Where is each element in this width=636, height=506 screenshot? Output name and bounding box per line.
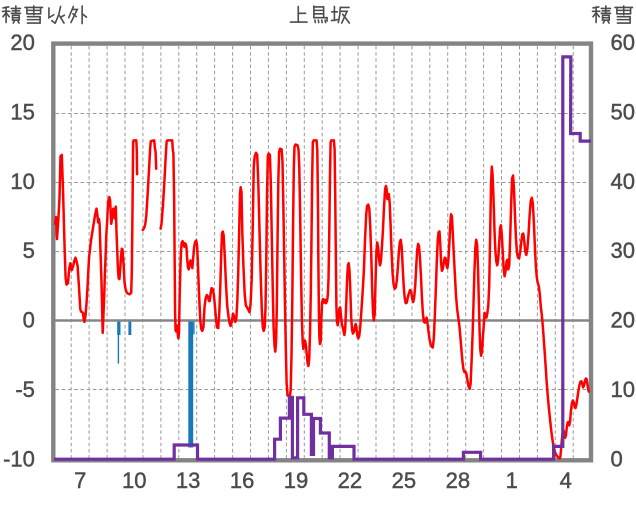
svg-text:50: 50 [611,100,635,125]
svg-text:13: 13 [176,468,200,493]
svg-text:10: 10 [611,377,635,402]
svg-text:30: 30 [611,238,635,263]
svg-text:22: 22 [338,468,362,493]
svg-text:0: 0 [611,446,623,471]
svg-text:20: 20 [611,308,635,333]
svg-text:0: 0 [23,308,35,333]
svg-text:19: 19 [284,468,308,493]
svg-text:-5: -5 [15,377,35,402]
svg-text:5: 5 [23,238,35,263]
svg-text:10: 10 [122,468,146,493]
svg-text:28: 28 [446,468,470,493]
svg-text:1: 1 [506,468,518,493]
svg-text:60: 60 [611,30,635,55]
svg-text:-10: -10 [3,446,35,471]
svg-text:7: 7 [74,468,86,493]
svg-text:10: 10 [10,169,34,194]
svg-text:16: 16 [230,468,254,493]
svg-text:40: 40 [611,169,635,194]
svg-text:4: 4 [560,468,572,493]
svg-text:25: 25 [392,468,416,493]
svg-text:15: 15 [10,100,34,125]
svg-text:20: 20 [10,30,34,55]
